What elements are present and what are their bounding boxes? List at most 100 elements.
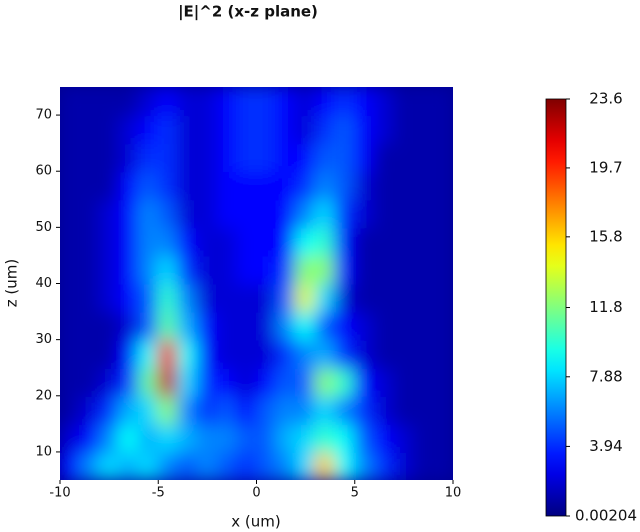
heatmap-cell [60, 198, 81, 229]
heatmap-cell [117, 450, 140, 480]
heatmap-cell [432, 338, 453, 369]
heatmap-cell [216, 338, 238, 369]
heatmap-cell [78, 338, 101, 369]
heatmap-cell [255, 366, 278, 397]
heatmap-cell [412, 338, 435, 369]
heatmap-cell [216, 366, 238, 397]
heatmap-cell [235, 87, 258, 117]
heatmap-cell [235, 254, 258, 285]
heatmap-cell [137, 254, 160, 285]
heatmap-cell [314, 170, 337, 201]
heatmap-cell [373, 114, 396, 145]
heatmap-cell [255, 87, 278, 117]
heatmap-cell [334, 254, 356, 285]
heatmap-cell [275, 422, 297, 453]
heatmap [60, 87, 453, 480]
heatmap-cell [60, 366, 81, 397]
heatmap-cell [216, 226, 238, 257]
heatmap-cell [432, 198, 453, 229]
heatmap-cell [216, 170, 238, 201]
heatmap-cell [393, 310, 415, 341]
heatmap-cell [353, 394, 376, 425]
heatmap-cell [117, 422, 140, 453]
heatmap-cell [176, 282, 199, 313]
heatmap-cell [294, 282, 317, 313]
heatmap-cell [373, 366, 396, 397]
heatmap-cell [275, 114, 297, 145]
heatmap-cell [117, 170, 140, 201]
heatmap-cell [393, 142, 415, 173]
heatmap-cell [98, 366, 120, 397]
y-tick-label: 70 [35, 108, 52, 123]
heatmap-cell [373, 142, 396, 173]
heatmap-cell [393, 254, 415, 285]
heatmap-cell [137, 394, 160, 425]
heatmap-cell [157, 114, 179, 145]
heatmap-cell [353, 338, 376, 369]
heatmap-cell [176, 310, 199, 341]
heatmap-cell [432, 422, 453, 453]
heatmap-cell [216, 198, 238, 229]
heatmap-cell [137, 282, 160, 313]
heatmap-cell [373, 198, 396, 229]
heatmap-cell [98, 422, 120, 453]
colorbar-tick-label: 23.6 [589, 90, 622, 108]
heatmap-cell [60, 450, 81, 480]
heatmap-cell [393, 198, 415, 229]
heatmap-cell [255, 198, 278, 229]
heatmap-cell [98, 170, 120, 201]
heatmap-cell [353, 282, 376, 313]
heatmap-cell [334, 198, 356, 229]
heatmap-cell [235, 450, 258, 480]
heatmap-cell [314, 254, 337, 285]
heatmap-cell [157, 422, 179, 453]
heatmap-cell [196, 282, 219, 313]
heatmap-cell [176, 87, 199, 117]
heatmap-cell [255, 142, 278, 173]
heatmap-cell [432, 226, 453, 257]
heatmap-cell [117, 226, 140, 257]
heatmap-cell [117, 366, 140, 397]
heatmap-cell [432, 142, 453, 173]
heatmap-cell [353, 254, 376, 285]
heatmap-cell [412, 226, 435, 257]
heatmap-cell [373, 170, 396, 201]
heatmap-cell [137, 87, 160, 117]
heatmap-cell [60, 310, 81, 341]
heatmap-cell [137, 226, 160, 257]
x-tick-label: 5 [351, 486, 359, 501]
colorbar-tick-label: 0.00204 [575, 507, 637, 525]
heatmap-cell [78, 170, 101, 201]
heatmap-cell [216, 114, 238, 145]
y-axis-label: z (um) [3, 259, 21, 307]
heatmap-cell [432, 310, 453, 341]
heatmap-cell [98, 87, 120, 117]
heatmap-cell [157, 450, 179, 480]
heatmap-cell [373, 87, 396, 117]
heatmap-cell [196, 114, 219, 145]
heatmap-cell [334, 170, 356, 201]
heatmap-cell [412, 114, 435, 145]
heatmap-cell [353, 310, 376, 341]
heatmap-cell [60, 142, 81, 173]
heatmap-cell [216, 142, 238, 173]
heatmap-cell [353, 366, 376, 397]
heatmap-cell [373, 226, 396, 257]
heatmap-cell [294, 142, 317, 173]
heatmap-cell [216, 450, 238, 480]
heatmap-cell [412, 450, 435, 480]
heatmap-cell [314, 450, 337, 480]
heatmap-cell [98, 114, 120, 145]
heatmap-cell [137, 198, 160, 229]
heatmap-cell [294, 198, 317, 229]
colorbar-tick-label: 11.8 [589, 298, 622, 316]
heatmap-cell [412, 282, 435, 313]
heatmap-cell [255, 170, 278, 201]
heatmap-cell [255, 338, 278, 369]
heatmap-cell [412, 394, 435, 425]
heatmap-cell [78, 87, 101, 117]
y-tick-label: 20 [35, 388, 52, 403]
heatmap-cell [117, 254, 140, 285]
heatmap-cell [412, 87, 435, 117]
heatmap-cell [60, 282, 81, 313]
